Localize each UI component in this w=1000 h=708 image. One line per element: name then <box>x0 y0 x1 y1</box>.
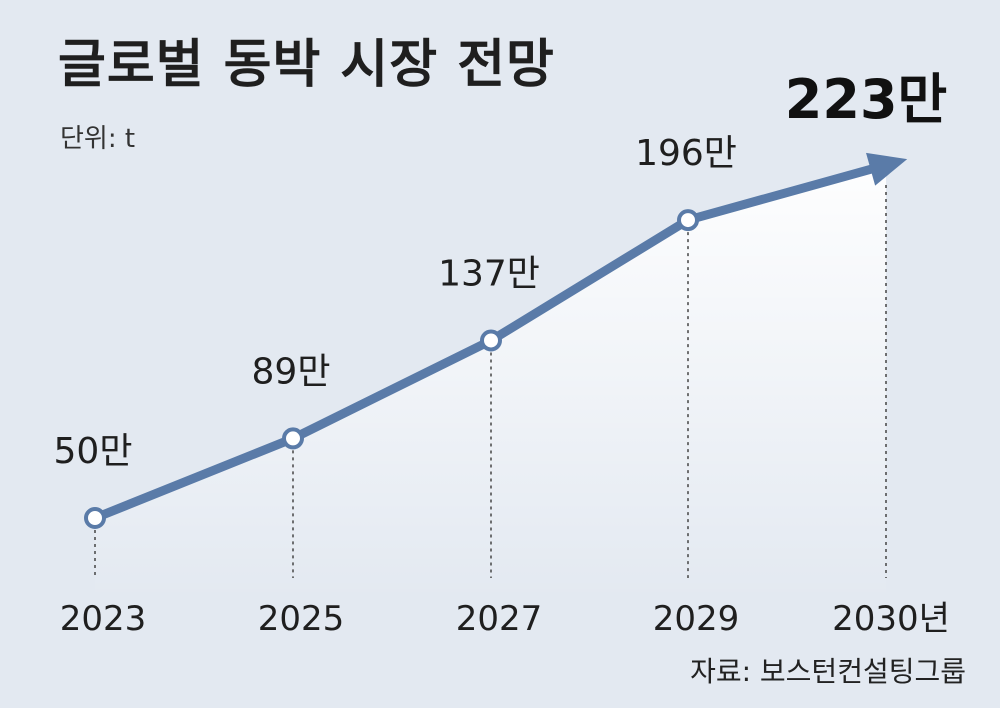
source-note: 자료: 보스턴컨설팅그룹 <box>690 655 966 688</box>
markers <box>84 209 699 529</box>
value-labels: 50만 89만 137만 196만 223만 <box>54 68 948 472</box>
value-label: 196만 <box>635 133 737 174</box>
value-label: 50만 <box>54 431 133 472</box>
x-tick-labels: 2023 2025 2027 2029 2030년 <box>60 599 950 639</box>
value-label: 223만 <box>785 68 947 131</box>
value-label: 89만 <box>252 351 331 392</box>
x-tick-label: 2027 <box>456 599 543 639</box>
data-point <box>282 427 304 450</box>
chart-title: 글로벌 동박 시장 전망 <box>58 35 555 95</box>
x-tick-label: 2029 <box>653 599 740 639</box>
x-tick-label: 2023 <box>60 599 147 639</box>
arrow-head <box>866 152 908 186</box>
data-point <box>480 329 502 352</box>
x-tick-label: 2025 <box>258 599 345 639</box>
value-label: 137만 <box>438 253 540 294</box>
x-tick-label: 2030년 <box>832 599 950 639</box>
data-point <box>677 209 699 232</box>
guide-lines <box>94 185 887 578</box>
unit-label: 단위: t <box>60 124 136 154</box>
data-point <box>84 507 106 529</box>
